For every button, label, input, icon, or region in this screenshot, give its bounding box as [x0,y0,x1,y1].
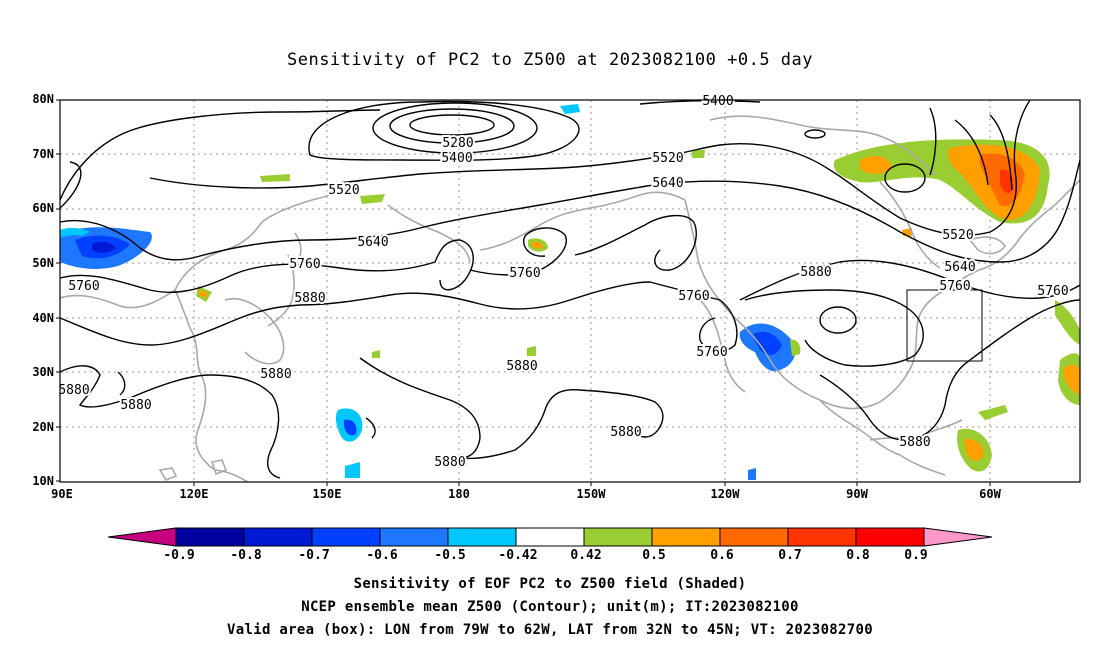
colorbar [107,527,993,547]
colorbar-segment [651,527,721,547]
contour-label: 5400 [702,94,733,109]
contour-label: 5760 [289,257,320,272]
contour-label: 5520 [942,228,973,243]
map-grid [60,100,1080,482]
coastlines [59,115,1081,483]
contour-label: 5280 [442,136,473,151]
contour-label: 5760 [696,345,727,360]
lat-label-70n: 70N [32,147,54,161]
lat-label-50n: 50N [32,256,54,270]
z500-contours [59,99,1081,479]
colorbar-segment [107,527,177,547]
lat-label-40n: 40N [32,311,54,325]
contour-label: 5760 [678,289,709,304]
contour-label: 5880 [800,265,831,280]
colorbar-tick-label: 0.7 [778,548,802,563]
contour-label: 5880 [899,435,930,450]
colorbar-segment [243,527,313,547]
contour-label: 5880 [434,455,465,470]
page-title: Sensitivity of PC2 to Z500 at 2023082100… [286,50,813,70]
colorbar-segment [311,527,381,547]
lat-label-80n: 80N [32,92,54,106]
lon-label-150e: 150E [312,487,342,501]
contour-label: 5880 [610,425,641,440]
lat-label-60n: 60N [32,201,54,215]
contour-label: 5640 [652,176,683,191]
contour-label: 5760 [68,279,99,294]
caption-valid-area: Valid area (box): LON from 79W to 62W, L… [227,622,873,638]
colorbar-segment [515,527,585,547]
caption-shading: Sensitivity of EOF PC2 to Z500 field (Sh… [353,576,747,592]
colorbar-segment [923,527,993,547]
colorbar-tick-label: 0.8 [846,548,870,563]
valid-area-box [906,289,983,362]
map-frame [59,99,1081,483]
colorbar-tick-label: 0.9 [904,548,928,563]
lon-label-120w: 120W [710,487,740,501]
contour-label: 5520 [652,151,683,166]
colorbar-segment [175,527,245,547]
contour-label: 5640 [357,235,388,250]
lon-label-180: 180 [448,487,470,501]
contour-label: 5880 [260,367,291,382]
axis-ticks [56,99,991,486]
contour-label: 5520 [328,183,359,198]
contour-label: 5400 [441,151,472,166]
colorbar-tick-label: 0.6 [710,548,734,563]
colorbar-segment [583,527,653,547]
lat-label-30n: 30N [32,365,54,379]
colorbar-tick-label: 0.42 [570,548,602,563]
contour-label: 5760 [1037,284,1068,299]
contour-label: 5880 [506,359,537,374]
lon-label-150w: 150W [576,487,606,501]
lon-label-90e: 90E [51,487,73,501]
colorbar-segment [855,527,925,547]
contour-label: 5640 [944,260,975,275]
sensitivity-shading [60,104,1080,480]
colorbar-tick-label: -0.7 [298,548,330,563]
colorbar-tick-label: -0.9 [163,548,195,563]
contour-label: 5760 [509,266,540,281]
lon-label-120e: 120E [179,487,209,501]
colorbar-segment [379,527,449,547]
lat-label-10n: 10N [32,474,54,488]
contour-label: 5880 [120,398,151,413]
colorbar-segment [787,527,857,547]
contour-label: 5880 [58,383,89,398]
colorbar-tick-label: -0.42 [498,548,538,563]
colorbar-tick-label: -0.6 [366,548,398,563]
caption-contour: NCEP ensemble mean Z500 (Contour); unit(… [301,599,799,615]
colorbar-segment [719,527,789,547]
lat-label-20n: 20N [32,420,54,434]
colorbar-tick-label: -0.5 [434,548,466,563]
lon-label-60w: 60W [979,487,1001,501]
contour-label: 5760 [939,279,970,294]
lon-label-90w: 90W [846,487,868,501]
colorbar-tick-label: 0.5 [642,548,666,563]
contour-label: 5880 [294,291,325,306]
colorbar-segment [447,527,517,547]
colorbar-tick-label: -0.8 [230,548,262,563]
